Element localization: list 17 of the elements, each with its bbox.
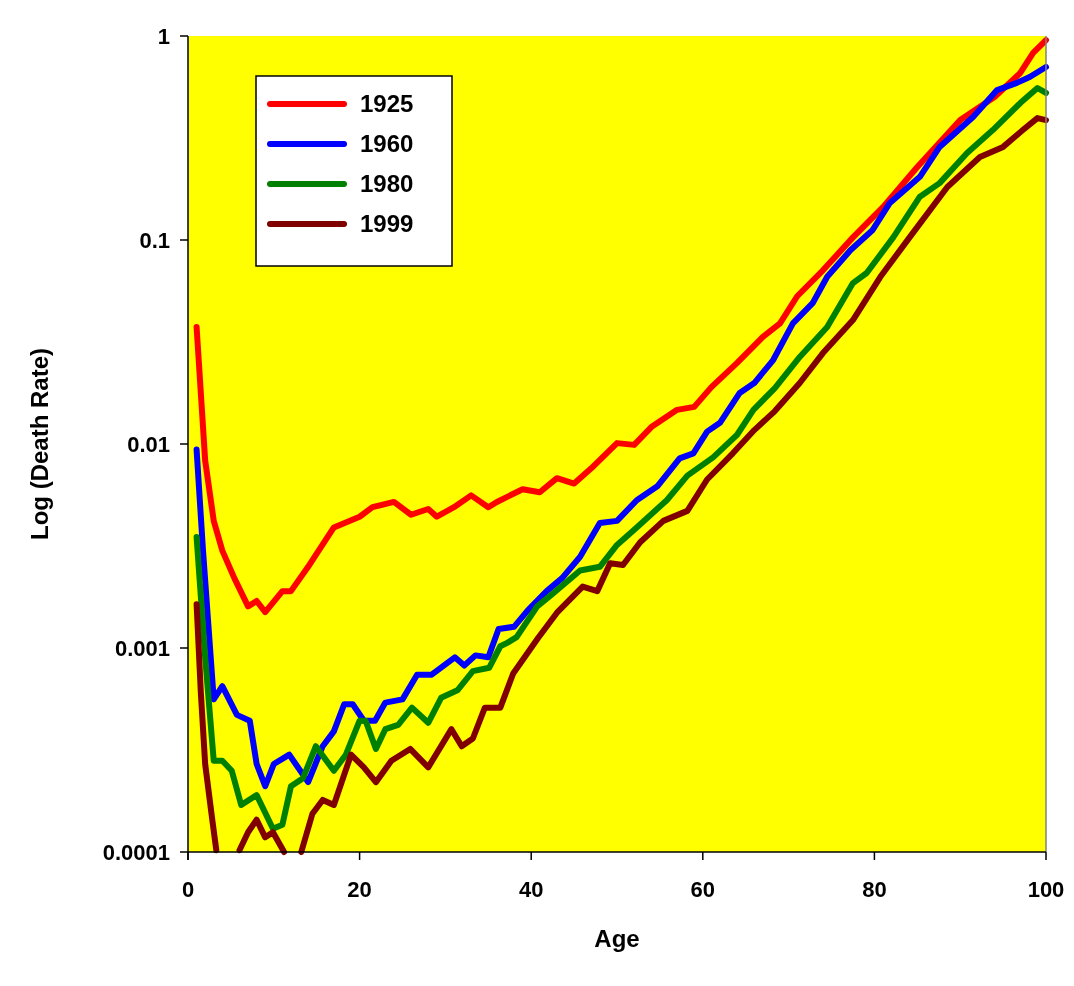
x-tick-label: 20 xyxy=(347,877,372,902)
legend-label: 1999 xyxy=(360,210,414,238)
y-tick-label: 0.0001 xyxy=(102,839,170,865)
y-tick-label: 1 xyxy=(157,23,170,49)
legend-label: 1960 xyxy=(360,130,414,158)
y-axis-title: Log (Death Rate) xyxy=(26,348,53,540)
x-axis-title: Age xyxy=(594,925,640,952)
y-tick-label: 0.001 xyxy=(114,635,170,661)
legend-label: 1925 xyxy=(360,90,414,118)
x-tick-label: 60 xyxy=(690,877,716,902)
x-tick-label: 0 xyxy=(181,877,195,902)
x-tick-label: 80 xyxy=(862,877,887,902)
x-tick-label: 40 xyxy=(518,877,544,902)
x-tick-label: 100 xyxy=(1027,877,1065,902)
y-tick-label: 0.1 xyxy=(139,227,170,253)
y-tick-label: 0.01 xyxy=(127,431,170,457)
legend-label: 1980 xyxy=(360,170,414,198)
